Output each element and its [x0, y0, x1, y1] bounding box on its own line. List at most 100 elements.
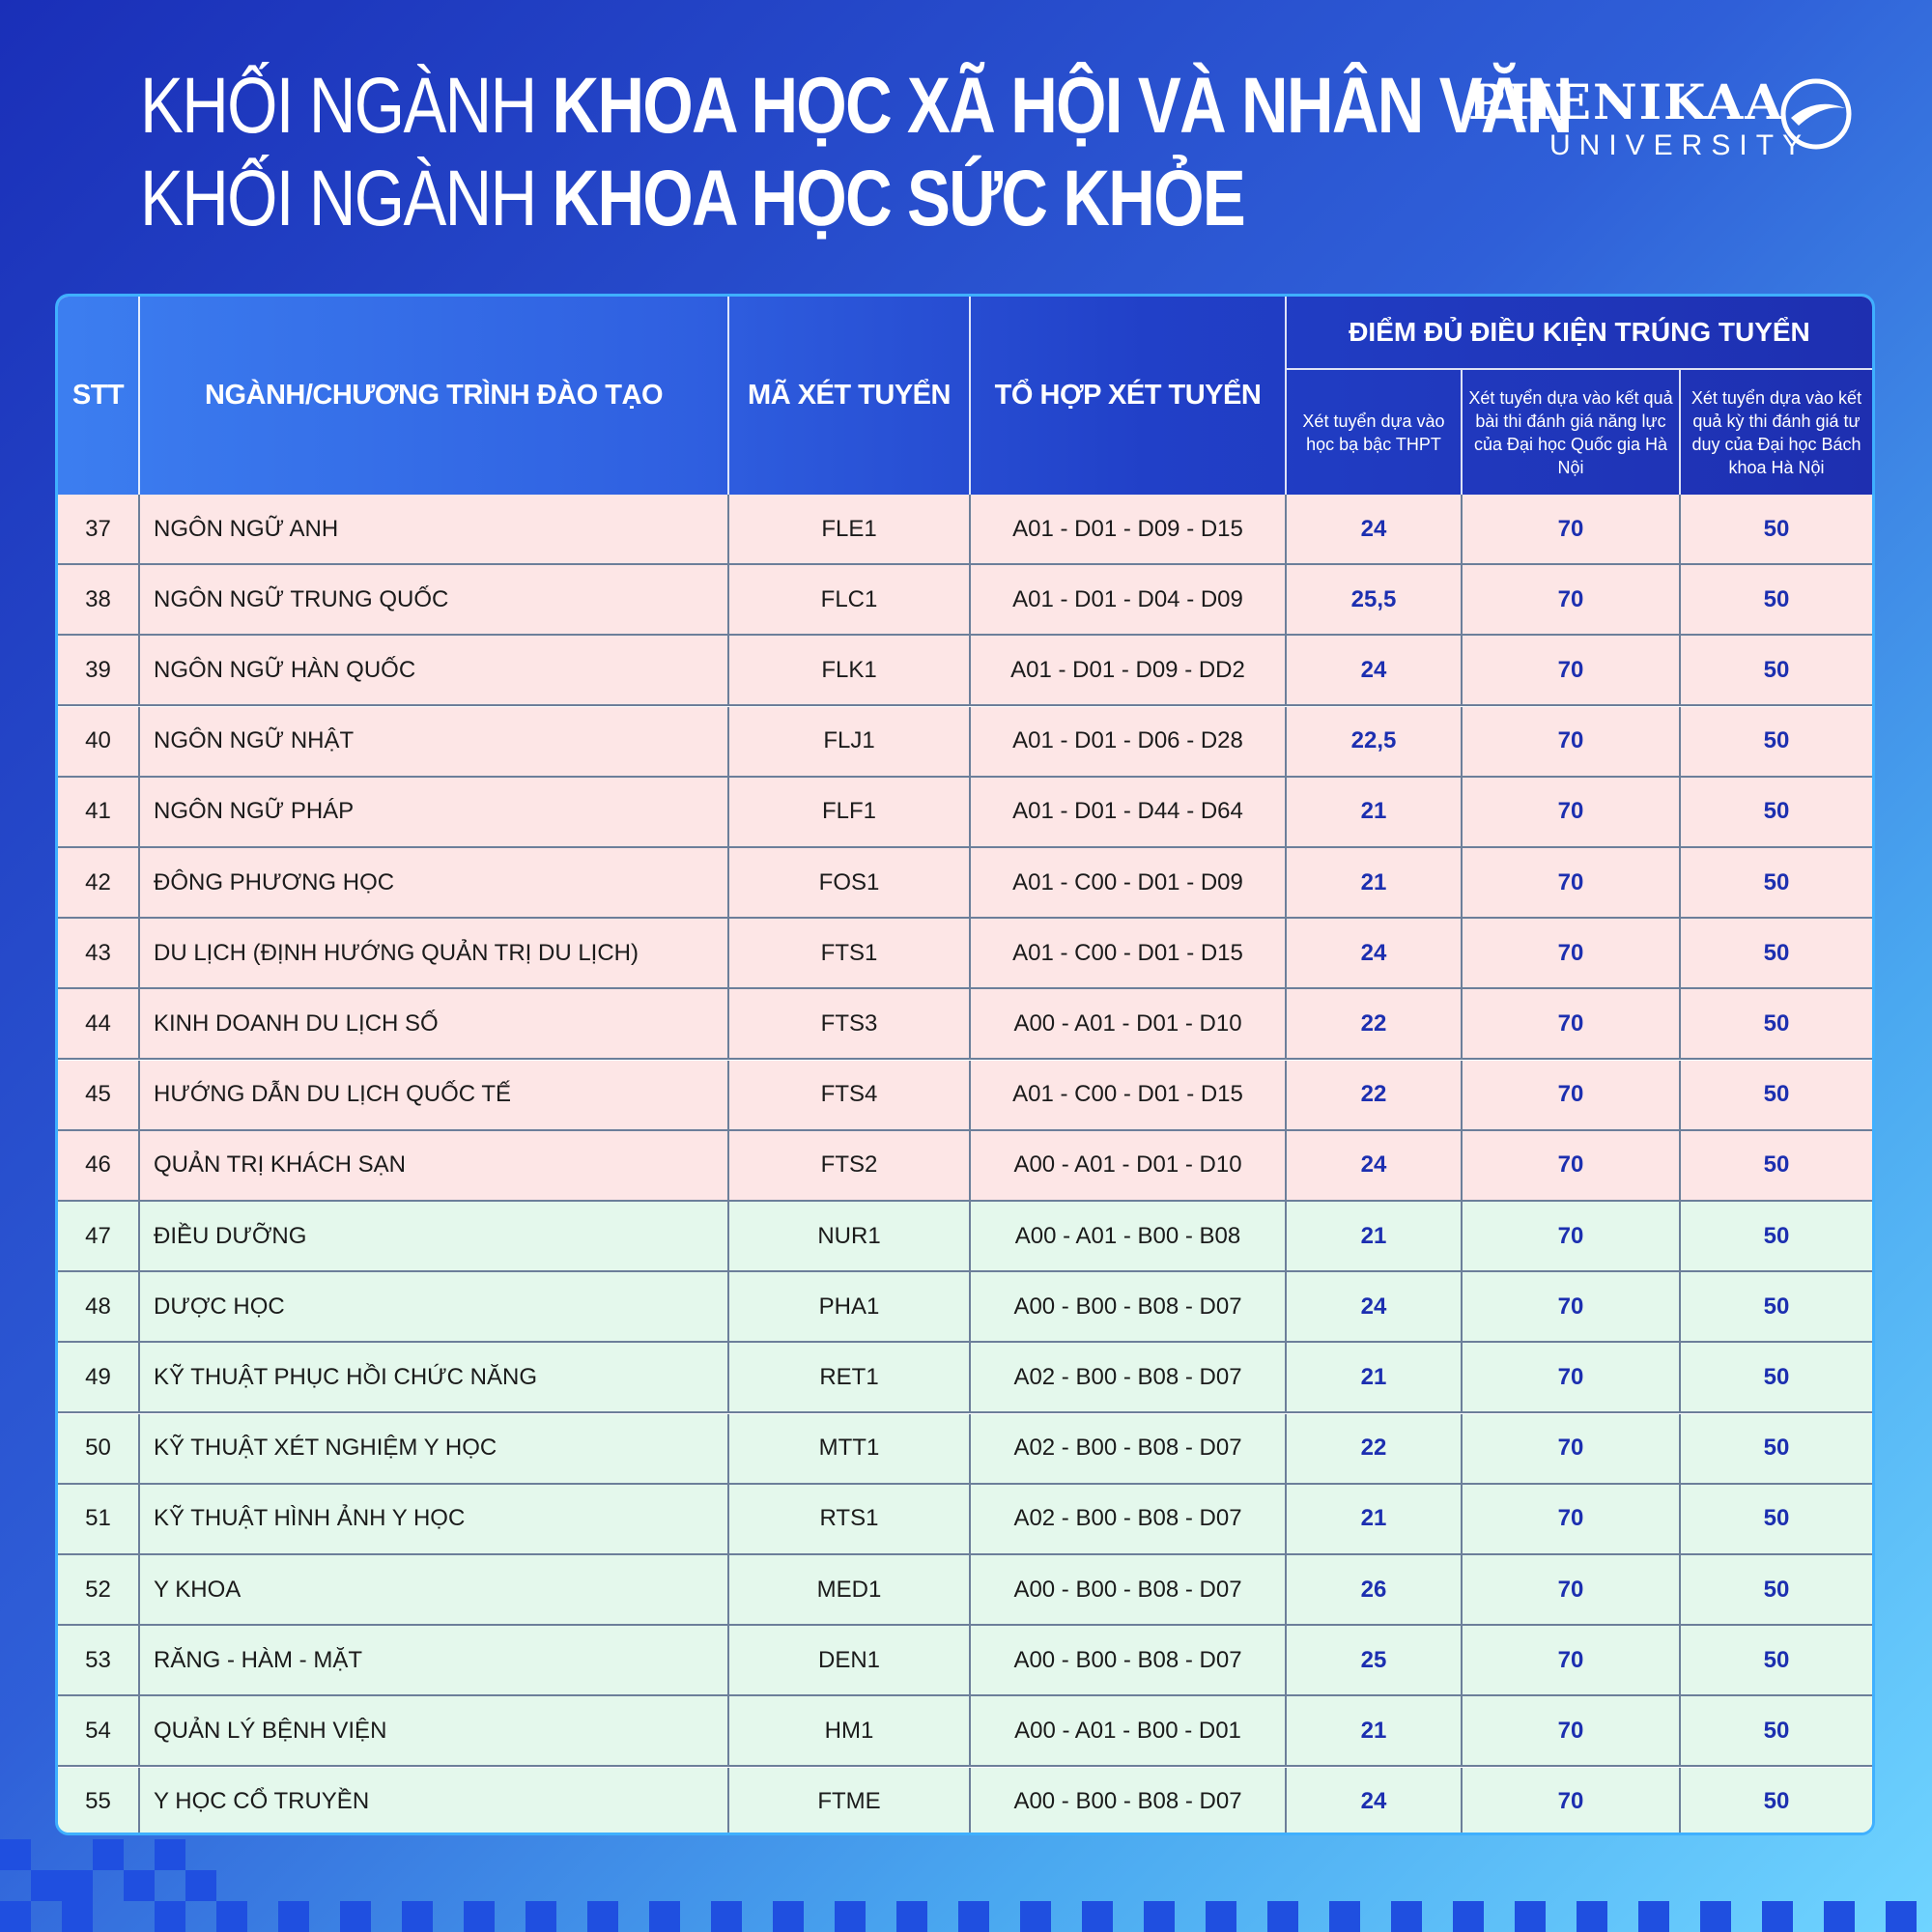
table-row: 42 ĐÔNG PHƯƠNG HỌC FOS1 A01 - C00 - D01 - D…	[58, 848, 1872, 919]
checker-square	[1391, 1901, 1422, 1932]
row-score-hocba: 25,5	[1287, 565, 1463, 635]
row-score-dgnl: 70	[1463, 777, 1681, 846]
row-combo: A02 - B00 - B08 - D07	[971, 1413, 1287, 1483]
row-score-hocba: 24	[1287, 636, 1463, 705]
checker-square	[62, 1870, 93, 1901]
row-score-dgnl: 70	[1463, 565, 1681, 635]
row-stt: 55	[58, 1767, 140, 1833]
checker-square	[402, 1901, 433, 1932]
row-code: FTS1	[729, 919, 971, 988]
row-program-name: QUẢN LÝ BỆNH VIỆN	[140, 1696, 729, 1766]
row-code: RTS1	[729, 1484, 971, 1553]
checker-square	[464, 1901, 495, 1932]
row-code: FOS1	[729, 848, 971, 917]
table-row: 52 Y KHOA MED1 A00 - B00 - B08 - D07 26 70 50	[58, 1555, 1872, 1626]
row-score-dgnl: 70	[1463, 1696, 1681, 1766]
row-combo: A02 - B00 - B08 - D07	[971, 1484, 1287, 1553]
row-combo: A00 - B00 - B08 - D07	[971, 1626, 1287, 1695]
checker-square	[1762, 1901, 1793, 1932]
row-score-dgtd: 50	[1763, 868, 1790, 895]
row-score-dgnl: 70	[1463, 1555, 1681, 1624]
table-row: 50 KỸ THUẬT XÉT NGHIỆM Y HỌC MTT1 A02 - B00…	[58, 1413, 1872, 1485]
row-stt: 38	[58, 565, 140, 635]
row-score-dgnl: 70	[1463, 1484, 1681, 1553]
row-code: HM1	[729, 1696, 971, 1766]
row-stt: 48	[58, 1272, 140, 1342]
checker-square	[1638, 1901, 1669, 1932]
row-combo: A01 - D01 - D09 - DD2	[971, 636, 1287, 705]
row-program-name: KINH DOANH DU LỊCH SỐ	[140, 989, 729, 1059]
row-score-dgtd: 50	[1763, 585, 1790, 612]
checker-square	[1824, 1901, 1855, 1932]
row-score-dgnl: 70	[1463, 1060, 1681, 1129]
checker-square	[1082, 1901, 1113, 1932]
row-program-name: ĐIỀU DƯỠNG	[140, 1202, 729, 1270]
row-score-dgtd: 50	[1763, 515, 1790, 542]
logo-ring-icon	[1780, 78, 1852, 150]
row-code: RET1	[729, 1343, 971, 1412]
row-code: MED1	[729, 1555, 971, 1624]
row-stt: 45	[58, 1060, 140, 1129]
checker-square	[278, 1901, 309, 1932]
row-code: FTME	[729, 1767, 971, 1833]
table-row: 47 ĐIỀU DƯỠNG NUR1 A00 - A01 - B00 - B08 21 7…	[58, 1202, 1872, 1272]
row-combo: A00 - A01 - B00 - D01	[971, 1696, 1287, 1766]
row-score-hocba: 22	[1287, 1060, 1463, 1129]
row-score-hocba: 24	[1287, 1767, 1463, 1833]
row-program-name: Y HỌC CỔ TRUYỀN	[140, 1767, 729, 1833]
table-row: 39 NGÔN NGỮ HÀN QUỐC FLK1 A01 - D01 - D09 -…	[58, 636, 1872, 707]
row-stt: 52	[58, 1555, 140, 1624]
row-stt: 42	[58, 848, 140, 917]
row-score-hocba: 21	[1287, 1696, 1463, 1766]
row-code: FLE1	[729, 495, 971, 563]
row-score-dgnl: 70	[1463, 636, 1681, 705]
row-stt: 49	[58, 1343, 140, 1412]
table-row: 41 NGÔN NGỮ PHÁP FLF1 A01 - D01 - D44 - D64…	[58, 777, 1872, 848]
admission-table: STT NGÀNH/CHƯƠNG TRÌNH ĐÀO TẠO MÃ XÉT TU…	[55, 294, 1875, 1835]
row-code: NUR1	[729, 1202, 971, 1270]
row-combo: A01 - D01 - D44 - D64	[971, 777, 1287, 846]
row-score-hocba: 24	[1287, 495, 1463, 563]
phenikaa-logo: PHENIKAA UNIVERSITY	[1468, 75, 1855, 162]
row-score-dgtd: 50	[1763, 1363, 1790, 1390]
row-program-name: ĐÔNG PHƯƠNG HỌC	[140, 848, 729, 917]
row-stt: 54	[58, 1696, 140, 1766]
row-stt: 43	[58, 919, 140, 988]
row-score-dgtd: 50	[1763, 1646, 1790, 1673]
table-row: 54 QUẢN LÝ BỆNH VIỆN HM1 A00 - A01 - B00 - …	[58, 1696, 1872, 1768]
checker-square	[526, 1901, 556, 1932]
row-score-dgtd: 50	[1763, 1222, 1790, 1249]
checker-square	[1577, 1901, 1607, 1932]
row-code: FTS2	[729, 1130, 971, 1200]
row-program-name: NGÔN NGỮ TRUNG QUỐC	[140, 565, 729, 635]
row-program-name: QUẢN TRỊ KHÁCH SẠN	[140, 1130, 729, 1200]
checker-square	[1886, 1901, 1917, 1932]
row-program-name: NGÔN NGỮ ANH	[140, 495, 729, 563]
title-line-1-main: KHOA HỌC XÃ HỘI VÀ NHÂN VĂN	[552, 62, 1574, 150]
row-code: FLF1	[729, 777, 971, 846]
checker-square	[31, 1870, 62, 1901]
table-row: 40 NGÔN NGỮ NHẬT FLJ1 A01 - D01 - D06 - D28…	[58, 706, 1872, 778]
checker-square	[1453, 1901, 1484, 1932]
row-stt: 40	[58, 706, 140, 776]
row-stt: 50	[58, 1413, 140, 1483]
table-row: 53 RĂNG - HÀM - MẶT DEN1 A00 - B00 - B08 - …	[58, 1626, 1872, 1697]
checker-square	[1700, 1901, 1731, 1932]
title-line-1-prefix: KHỐI NGÀNH	[140, 62, 553, 150]
row-score-dgtd: 50	[1763, 939, 1790, 966]
row-program-name: KỸ THUẬT HÌNH ẢNH Y HỌC	[140, 1484, 729, 1553]
page-title: KHỐI NGÀNH KHOA HỌC XÃ HỘI VÀ NHÂN VĂN K…	[140, 60, 1886, 245]
checker-square	[773, 1901, 804, 1932]
row-program-name: DU LỊCH (ĐỊNH HƯỚNG QUẢN TRỊ DU LỊCH)	[140, 919, 729, 988]
table-row: 55 Y HỌC CỔ TRUYỀN FTME A00 - B00 - B08 - D…	[58, 1767, 1872, 1833]
checker-square	[958, 1901, 989, 1932]
row-score-dgtd: 50	[1763, 1717, 1790, 1744]
row-score-hocba: 21	[1287, 777, 1463, 846]
row-score-dgnl: 70	[1463, 1767, 1681, 1833]
row-score-dgnl: 70	[1463, 495, 1681, 563]
title-line-2: KHỐI NGÀNH KHOA HỌC SỨC KHỎE	[140, 153, 1572, 245]
checker-square	[93, 1839, 124, 1870]
row-score-dgnl: 70	[1463, 1130, 1681, 1200]
checker-square	[1329, 1901, 1360, 1932]
table-row: 37 NGÔN NGỮ ANH FLE1 A01 - D01 - D09 - D15 2…	[58, 495, 1872, 565]
